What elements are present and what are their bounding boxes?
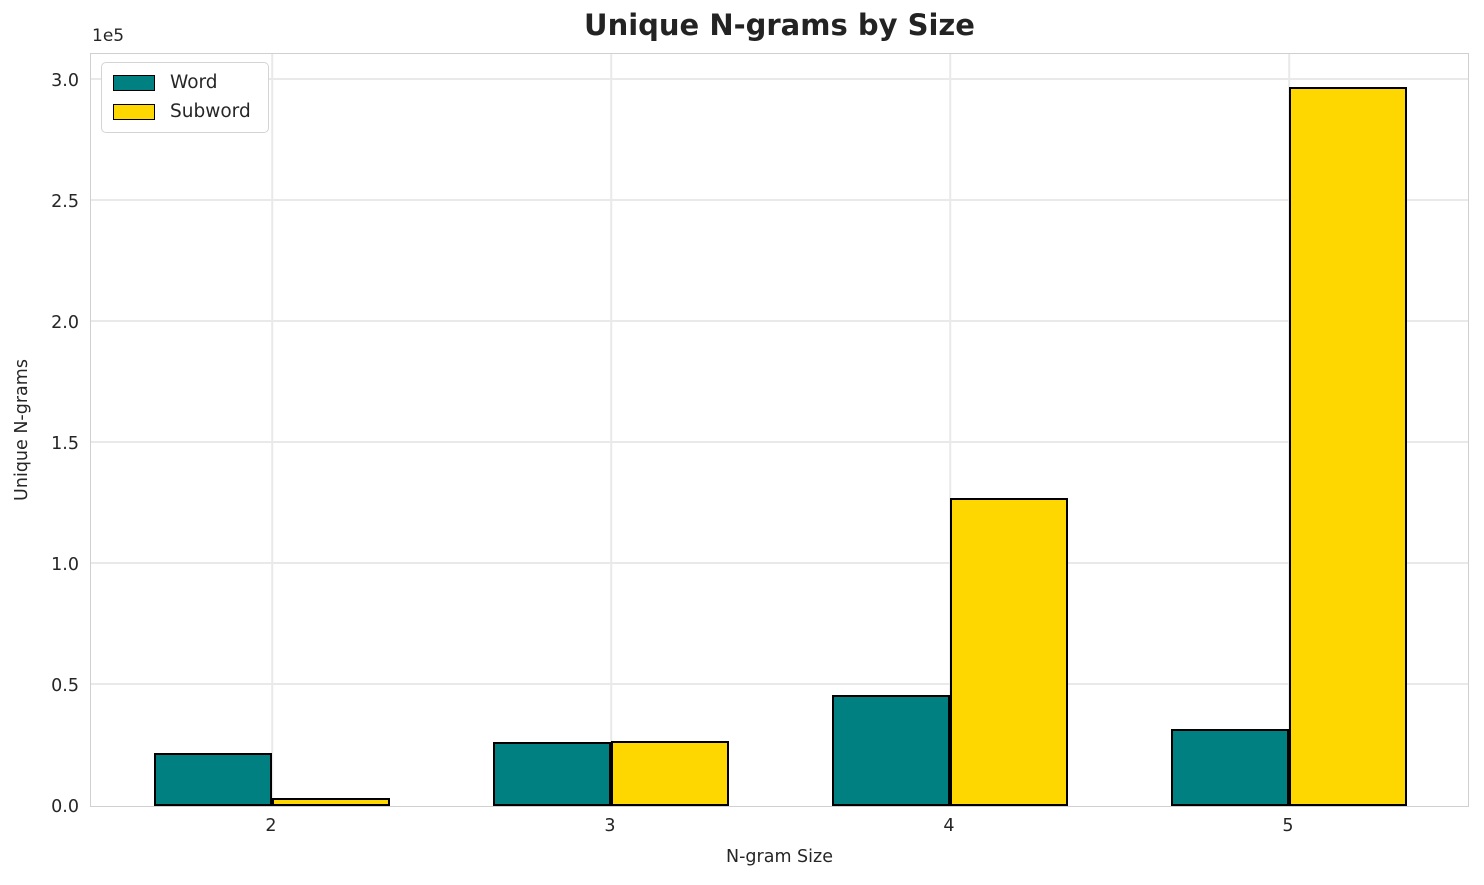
- y-tick-label-2.0: 2.0: [51, 313, 79, 334]
- y-tick-label-2.5: 2.5: [51, 192, 79, 213]
- legend-label-subword: Subword: [170, 100, 251, 122]
- legend-swatch-word: [113, 75, 155, 92]
- chart-title: Unique N-grams by Size: [584, 8, 975, 42]
- x-tick-label-3: 3: [604, 816, 616, 836]
- x-axis-label: N-gram Size: [726, 847, 833, 867]
- bar-word-ngram-4: [832, 694, 950, 806]
- legend-swatch-subword: [113, 103, 155, 120]
- y-tick-label-0.0: 0.0: [51, 797, 79, 817]
- h-gridline-3.0: [91, 78, 1468, 81]
- y-axis-label: Unique N-grams: [12, 359, 32, 501]
- x-tick-label-5: 5: [1282, 816, 1294, 836]
- bar-word-ngram-5: [1171, 729, 1289, 806]
- bar-subword-ngram-2: [272, 798, 390, 806]
- h-gridline-1.0: [91, 562, 1468, 565]
- y-tick-label-1.0: 1.0: [51, 555, 79, 576]
- h-gridline-2.0: [91, 320, 1468, 323]
- plot-area: Word Subword: [90, 53, 1469, 807]
- bar-subword-ngram-4: [950, 497, 1068, 806]
- bar-word-ngram-3: [493, 742, 611, 806]
- y-tick-label-1.5: 1.5: [51, 434, 79, 455]
- bar-subword-ngram-3: [611, 741, 729, 806]
- bar-word-ngram-2: [154, 752, 272, 806]
- legend-entry-word: Word: [113, 72, 251, 93]
- h-gridline-2.5: [91, 199, 1468, 202]
- legend-entry-subword: Subword: [113, 100, 251, 122]
- x-tick-label-2: 2: [265, 816, 277, 836]
- x-tick-label-4: 4: [943, 816, 955, 836]
- v-gridline-2: [271, 54, 273, 806]
- bar-subword-ngram-5: [1289, 87, 1407, 806]
- v-gridline-4: [949, 54, 951, 806]
- y-axis-offset-label: 1e5: [92, 26, 125, 46]
- v-gridline-3: [610, 54, 612, 806]
- y-tick-label-0.5: 0.5: [51, 676, 79, 696]
- legend-label-word: Word: [170, 72, 218, 93]
- h-gridline-0.5: [91, 683, 1468, 686]
- legend: Word Subword: [101, 62, 269, 133]
- h-gridline-1.5: [91, 441, 1468, 444]
- y-tick-label-3.0: 3.0: [51, 71, 79, 92]
